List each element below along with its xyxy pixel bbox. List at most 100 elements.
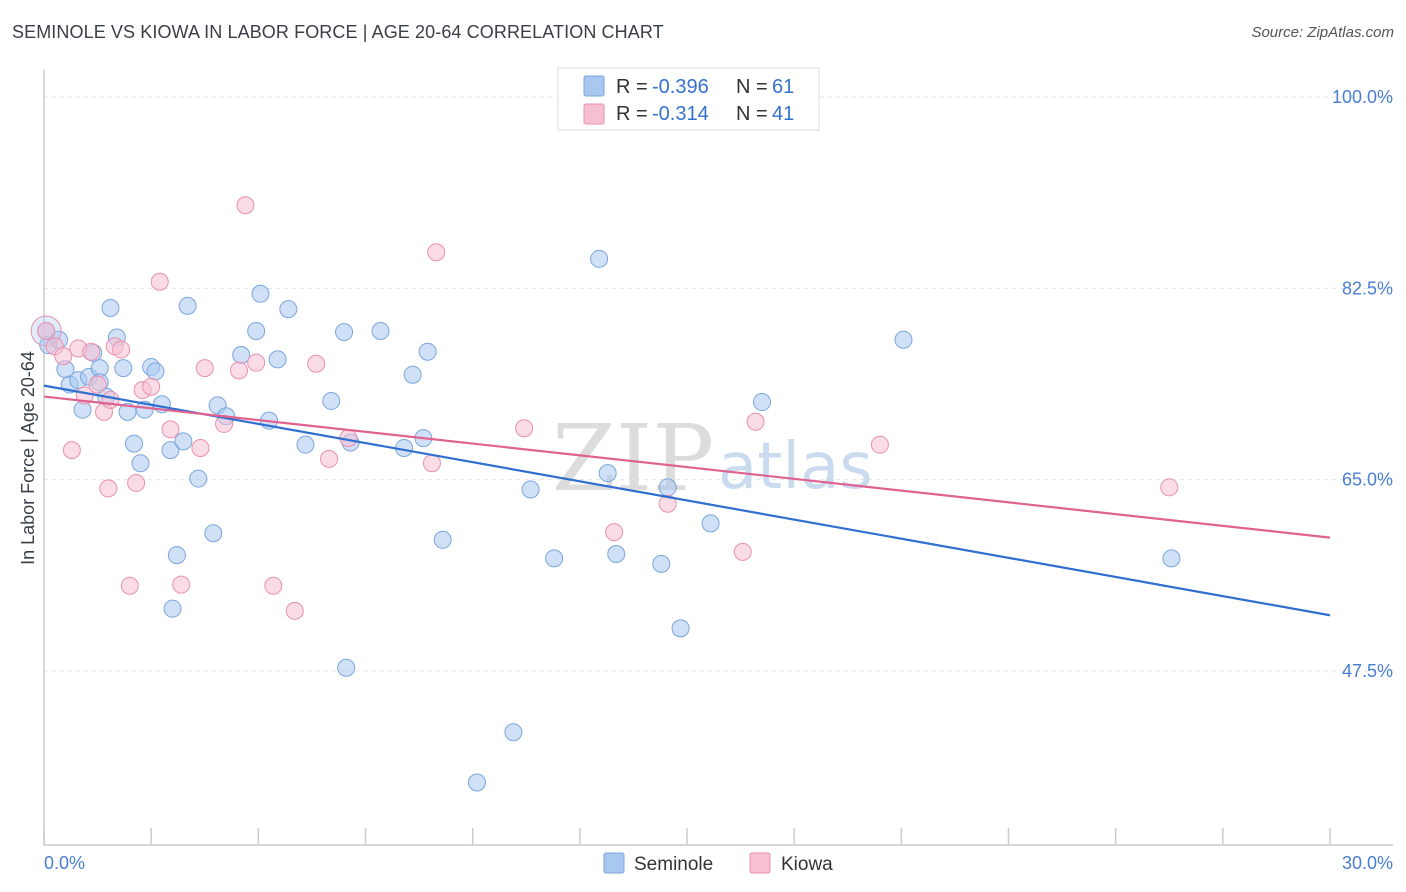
legend-n-label-kiowa: N = — [736, 103, 768, 125]
seminole-point — [418, 342, 437, 361]
seminole-point — [652, 554, 671, 573]
bottom-legend-swatch-seminole — [603, 852, 625, 874]
y-tick-label: 47.5% — [1342, 661, 1393, 681]
kiowa-point — [247, 353, 266, 372]
seminole-point — [521, 480, 540, 499]
chart-title: SEMINOLE VS KIOWA IN LABOR FORCE | AGE 2… — [12, 22, 664, 42]
seminole-point — [178, 296, 197, 315]
legend-n-value-kiowa: 41 — [772, 103, 794, 125]
seminole-point — [753, 393, 772, 412]
seminole-point — [545, 549, 564, 568]
legend-r-value-seminole: -0.396 — [652, 76, 709, 98]
y-axis-label: In Labor Force | Age 20-64 — [18, 351, 38, 565]
bottom-legend-label-kiowa: Kiowa — [781, 854, 833, 875]
seminole-point — [114, 359, 133, 378]
kiowa-point — [191, 438, 210, 457]
kiowa-point — [62, 441, 81, 460]
seminole-point — [504, 723, 523, 742]
kiowa-point — [422, 454, 441, 473]
seminole-point — [701, 514, 720, 533]
seminole-point — [590, 249, 609, 268]
seminole-point — [658, 478, 677, 497]
seminole-point — [204, 524, 223, 543]
seminole-point — [251, 284, 270, 303]
kiowa-point — [120, 576, 139, 595]
kiowa-point — [37, 321, 56, 340]
y-tick-label: 82.5% — [1342, 278, 1393, 298]
seminole-point — [894, 330, 913, 349]
seminole-point — [167, 546, 186, 565]
seminole-points — [30, 249, 1181, 792]
legend-n-value-seminole: 61 — [772, 76, 794, 98]
kiowa-point — [54, 347, 73, 366]
seminole-point — [671, 619, 690, 638]
seminole-point — [279, 300, 298, 319]
kiowa-point — [99, 479, 118, 498]
seminole-point — [335, 323, 354, 342]
x-ticks — [43, 828, 1331, 845]
kiowa-point — [264, 576, 283, 595]
seminole-point — [322, 391, 341, 410]
x-tick-label: 0.0% — [44, 853, 85, 873]
kiowa-point — [142, 377, 161, 396]
kiowa-point — [605, 523, 624, 542]
chart-source: Source: ZipAtlas.com — [1251, 24, 1394, 41]
y-tick-label: 65.0% — [1342, 470, 1393, 490]
seminole-point — [232, 346, 251, 365]
bottom-legend: Seminole Kiowa — [603, 852, 833, 875]
kiowa-point — [82, 342, 101, 361]
watermark-zip: ZIP — [552, 405, 714, 512]
legend-r-value-kiowa: -0.314 — [652, 103, 709, 125]
kiowa-point — [307, 354, 326, 373]
watermark: ZIP atlas — [552, 405, 873, 512]
kiowa-trend-line — [43, 395, 1331, 539]
kiowa-point — [733, 542, 752, 561]
legend-swatch-seminole — [583, 75, 605, 97]
seminole-point — [131, 454, 150, 473]
kiowa-point — [658, 494, 677, 513]
legend-r-label-kiowa: R = — [616, 103, 648, 125]
legend: R = -0.396 N = 61 R = -0.314 N = 41 — [557, 67, 820, 131]
seminole-point — [146, 362, 165, 381]
legend-n-label-seminole: N = — [736, 76, 768, 98]
kiowa-point — [515, 419, 534, 438]
seminole-point — [607, 545, 626, 564]
kiowa-point — [161, 420, 180, 439]
seminole-point — [433, 530, 452, 549]
seminole-point — [247, 321, 266, 340]
y-tick-labels: 100.0% 82.5% 65.0% 47.5% — [1332, 87, 1393, 681]
kiowa-point — [1160, 478, 1179, 497]
seminole-point — [337, 658, 356, 677]
seminole-trend-line — [43, 384, 1331, 617]
trend-lines — [43, 384, 1331, 617]
kiowa-point — [746, 412, 765, 431]
y-tick-label: 100.0% — [1332, 87, 1393, 107]
kiowa-point — [112, 340, 131, 359]
seminole-point — [268, 350, 287, 369]
x-tick-labels: 0.0% 30.0% — [44, 853, 1393, 873]
kiowa-point — [195, 359, 214, 378]
seminole-point — [296, 435, 315, 454]
watermark-atlas: atlas — [718, 430, 873, 504]
seminole-point — [161, 441, 180, 460]
axes — [43, 70, 1393, 846]
seminole-point — [1162, 549, 1181, 568]
kiowa-point — [88, 375, 107, 394]
seminole-point — [163, 599, 182, 618]
kiowa-point — [150, 272, 169, 291]
kiowa-point — [285, 601, 304, 620]
kiowa-point — [230, 361, 249, 380]
legend-swatch-kiowa — [583, 103, 605, 125]
seminole-point — [189, 469, 208, 488]
seminole-point — [174, 432, 193, 451]
x-tick-label: 30.0% — [1342, 853, 1393, 873]
seminole-point — [125, 434, 144, 453]
kiowa-points — [37, 196, 1179, 620]
seminole-point — [371, 321, 390, 340]
legend-r-label-seminole: R = — [616, 76, 648, 98]
seminole-point — [467, 773, 486, 792]
kiowa-point — [320, 449, 339, 468]
bottom-legend-swatch-kiowa — [749, 852, 771, 874]
kiowa-point — [172, 575, 191, 594]
